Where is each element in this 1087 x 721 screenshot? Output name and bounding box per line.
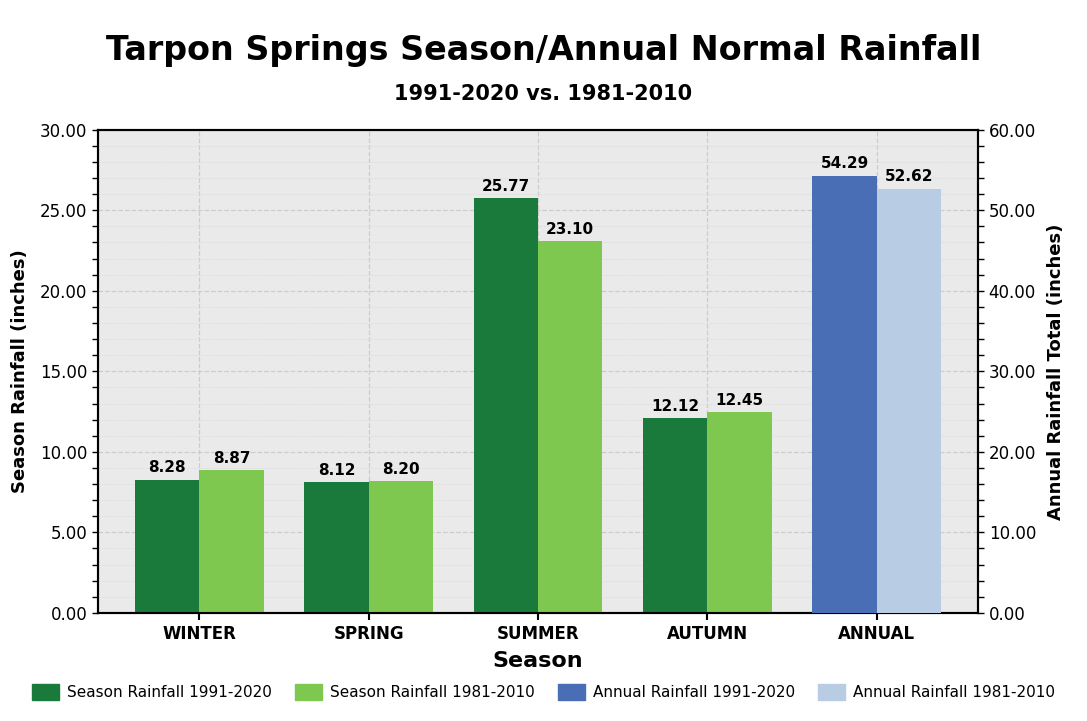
Text: 8.20: 8.20 — [383, 461, 420, 477]
Y-axis label: Annual Rainfall Total (inches): Annual Rainfall Total (inches) — [1047, 223, 1065, 520]
Text: 1991-2020 vs. 1981-2010: 1991-2020 vs. 1981-2010 — [395, 84, 692, 104]
Text: 54.29: 54.29 — [821, 156, 869, 171]
Bar — [708, 412, 772, 613]
Y-axis label: Season Rainfall (inches): Season Rainfall (inches) — [11, 249, 29, 493]
Text: Tarpon Springs Season/Annual Normal Rainfall: Tarpon Springs Season/Annual Normal Rain… — [105, 34, 982, 67]
Text: 25.77: 25.77 — [482, 179, 530, 194]
Bar — [135, 479, 199, 613]
Bar — [474, 198, 538, 613]
Text: 12.12: 12.12 — [651, 399, 699, 414]
Text: 23.10: 23.10 — [546, 222, 595, 237]
Bar — [538, 241, 602, 613]
Bar — [877, 189, 941, 613]
Text: 12.45: 12.45 — [715, 394, 764, 408]
Bar — [644, 417, 708, 613]
Bar — [304, 482, 368, 613]
Text: 8.87: 8.87 — [213, 451, 250, 466]
X-axis label: Season: Season — [492, 651, 584, 671]
Bar — [812, 176, 877, 613]
Text: 8.12: 8.12 — [317, 463, 355, 478]
Text: 52.62: 52.62 — [885, 169, 933, 185]
Bar — [199, 470, 264, 613]
Legend: Season Rainfall 1991-2020, Season Rainfall 1981-2010, Annual Rainfall 1991-2020,: Season Rainfall 1991-2020, Season Rainfa… — [26, 678, 1061, 706]
Text: 8.28: 8.28 — [149, 461, 186, 475]
Bar — [368, 481, 433, 613]
